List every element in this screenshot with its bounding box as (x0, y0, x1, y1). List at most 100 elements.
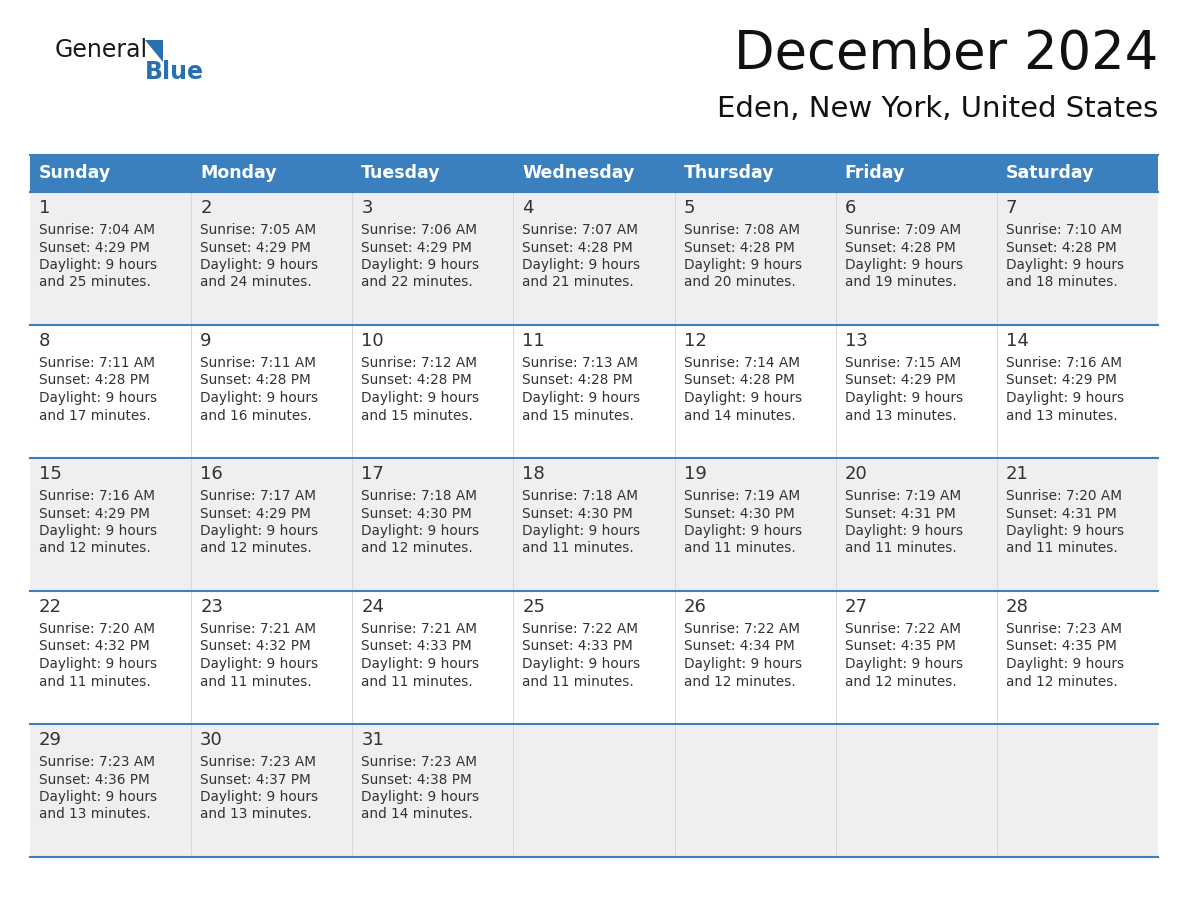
Bar (30, 591, 191, 724)
Text: Sunrise: 7:06 AM: Sunrise: 7:06 AM (361, 223, 478, 237)
Text: 15: 15 (39, 465, 62, 483)
Text: and 12 minutes.: and 12 minutes. (683, 675, 795, 688)
Text: and 19 minutes.: and 19 minutes. (845, 275, 956, 289)
Text: Daylight: 9 hours: Daylight: 9 hours (845, 258, 962, 272)
Bar (191, 155, 353, 192)
Bar (353, 192, 513, 325)
Text: 27: 27 (845, 598, 867, 616)
Text: Sunset: 4:31 PM: Sunset: 4:31 PM (845, 507, 955, 521)
Text: and 25 minutes.: and 25 minutes. (39, 275, 151, 289)
Text: Sunday: Sunday (39, 164, 112, 183)
Bar (30, 325, 191, 458)
Text: 11: 11 (523, 332, 545, 350)
Text: Sunrise: 7:15 AM: Sunrise: 7:15 AM (845, 356, 961, 370)
Text: 12: 12 (683, 332, 707, 350)
Text: Sunrise: 7:21 AM: Sunrise: 7:21 AM (200, 622, 316, 636)
Text: Daylight: 9 hours: Daylight: 9 hours (39, 524, 157, 538)
Text: Sunrise: 7:19 AM: Sunrise: 7:19 AM (845, 489, 961, 503)
Text: and 18 minutes.: and 18 minutes. (1006, 275, 1118, 289)
Text: and 11 minutes.: and 11 minutes. (683, 542, 795, 555)
Text: and 12 minutes.: and 12 minutes. (200, 542, 312, 555)
Text: and 12 minutes.: and 12 minutes. (39, 542, 151, 555)
Text: Sunset: 4:28 PM: Sunset: 4:28 PM (200, 374, 311, 387)
Bar (675, 458, 835, 591)
Bar (835, 192, 997, 325)
Text: and 16 minutes.: and 16 minutes. (200, 409, 312, 422)
Text: 18: 18 (523, 465, 545, 483)
Text: 4: 4 (523, 199, 533, 217)
Bar (835, 591, 997, 724)
Text: Sunset: 4:29 PM: Sunset: 4:29 PM (1006, 374, 1117, 387)
Text: and 11 minutes.: and 11 minutes. (200, 675, 312, 688)
Bar (513, 192, 675, 325)
Text: Sunset: 4:29 PM: Sunset: 4:29 PM (39, 507, 150, 521)
Text: Sunset: 4:29 PM: Sunset: 4:29 PM (845, 374, 955, 387)
Text: and 11 minutes.: and 11 minutes. (523, 542, 634, 555)
Text: Daylight: 9 hours: Daylight: 9 hours (1006, 258, 1124, 272)
Text: Daylight: 9 hours: Daylight: 9 hours (1006, 391, 1124, 405)
Text: and 12 minutes.: and 12 minutes. (361, 542, 473, 555)
Text: 16: 16 (200, 465, 223, 483)
Text: Sunset: 4:28 PM: Sunset: 4:28 PM (39, 374, 150, 387)
Text: Sunset: 4:33 PM: Sunset: 4:33 PM (361, 640, 472, 654)
Text: Sunset: 4:34 PM: Sunset: 4:34 PM (683, 640, 795, 654)
Text: Wednesday: Wednesday (523, 164, 634, 183)
Text: Sunset: 4:38 PM: Sunset: 4:38 PM (361, 773, 472, 787)
Bar (191, 591, 353, 724)
Text: Sunset: 4:31 PM: Sunset: 4:31 PM (1006, 507, 1117, 521)
Text: Sunrise: 7:13 AM: Sunrise: 7:13 AM (523, 356, 638, 370)
Text: Sunset: 4:29 PM: Sunset: 4:29 PM (39, 241, 150, 254)
Text: Sunrise: 7:20 AM: Sunrise: 7:20 AM (1006, 489, 1121, 503)
Text: Sunrise: 7:11 AM: Sunrise: 7:11 AM (39, 356, 154, 370)
Text: Daylight: 9 hours: Daylight: 9 hours (845, 524, 962, 538)
Text: Sunrise: 7:22 AM: Sunrise: 7:22 AM (683, 622, 800, 636)
Text: 7: 7 (1006, 199, 1017, 217)
Text: Sunset: 4:28 PM: Sunset: 4:28 PM (683, 241, 795, 254)
Text: Sunset: 4:33 PM: Sunset: 4:33 PM (523, 640, 633, 654)
Text: Friday: Friday (845, 164, 905, 183)
Text: 20: 20 (845, 465, 867, 483)
Text: Eden, New York, United States: Eden, New York, United States (716, 95, 1158, 123)
Bar (997, 591, 1158, 724)
Bar (835, 155, 997, 192)
Bar (513, 724, 675, 857)
Text: Daylight: 9 hours: Daylight: 9 hours (361, 258, 480, 272)
Text: Sunrise: 7:20 AM: Sunrise: 7:20 AM (39, 622, 154, 636)
Text: and 11 minutes.: and 11 minutes. (845, 542, 956, 555)
Text: Sunset: 4:28 PM: Sunset: 4:28 PM (523, 241, 633, 254)
Text: Daylight: 9 hours: Daylight: 9 hours (1006, 657, 1124, 671)
Bar (835, 458, 997, 591)
Text: Sunset: 4:29 PM: Sunset: 4:29 PM (200, 507, 311, 521)
Text: Sunrise: 7:16 AM: Sunrise: 7:16 AM (39, 489, 154, 503)
Text: 24: 24 (361, 598, 384, 616)
Text: Daylight: 9 hours: Daylight: 9 hours (200, 258, 318, 272)
Text: Sunrise: 7:18 AM: Sunrise: 7:18 AM (361, 489, 478, 503)
Text: Sunset: 4:28 PM: Sunset: 4:28 PM (845, 241, 955, 254)
Text: and 11 minutes.: and 11 minutes. (1006, 542, 1118, 555)
Bar (30, 458, 191, 591)
Bar (353, 724, 513, 857)
Text: Sunset: 4:28 PM: Sunset: 4:28 PM (523, 374, 633, 387)
Text: Sunrise: 7:23 AM: Sunrise: 7:23 AM (39, 755, 154, 769)
Text: Daylight: 9 hours: Daylight: 9 hours (523, 524, 640, 538)
Text: and 21 minutes.: and 21 minutes. (523, 275, 634, 289)
Bar (191, 724, 353, 857)
Text: Monday: Monday (200, 164, 277, 183)
Text: and 11 minutes.: and 11 minutes. (523, 675, 634, 688)
Text: Sunrise: 7:12 AM: Sunrise: 7:12 AM (361, 356, 478, 370)
Text: 21: 21 (1006, 465, 1029, 483)
Text: Saturday: Saturday (1006, 164, 1094, 183)
Text: Daylight: 9 hours: Daylight: 9 hours (361, 524, 480, 538)
Text: Sunrise: 7:07 AM: Sunrise: 7:07 AM (523, 223, 638, 237)
Text: Daylight: 9 hours: Daylight: 9 hours (683, 524, 802, 538)
Text: Daylight: 9 hours: Daylight: 9 hours (200, 391, 318, 405)
Text: and 17 minutes.: and 17 minutes. (39, 409, 151, 422)
Text: Blue: Blue (145, 60, 204, 84)
Text: 3: 3 (361, 199, 373, 217)
Text: Daylight: 9 hours: Daylight: 9 hours (361, 391, 480, 405)
Text: 2: 2 (200, 199, 211, 217)
Text: and 14 minutes.: and 14 minutes. (361, 808, 473, 822)
Text: and 13 minutes.: and 13 minutes. (39, 808, 151, 822)
Text: Sunset: 4:29 PM: Sunset: 4:29 PM (361, 241, 472, 254)
Bar (997, 192, 1158, 325)
